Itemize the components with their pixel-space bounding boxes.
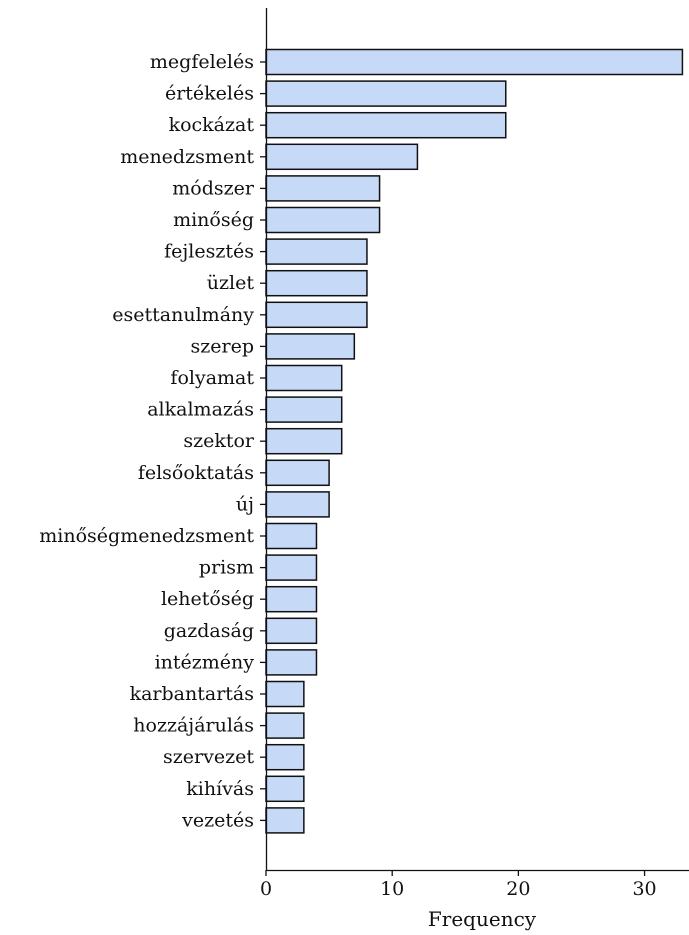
category-label: esettanulmány [112, 304, 254, 326]
category-label: módszer [172, 177, 255, 199]
bar [265, 111, 507, 139]
bar [265, 427, 343, 455]
bar [265, 617, 318, 645]
x-tick-label: 10 [380, 878, 404, 900]
x-tick-label: 30 [632, 878, 656, 900]
bar [265, 301, 368, 329]
category-label: szervezet [163, 746, 254, 768]
category-label: karbantartás [130, 683, 254, 705]
bar [265, 48, 684, 76]
category-label: megfelelés [150, 51, 254, 73]
bar [265, 649, 318, 676]
category-label: folyamat [170, 367, 254, 389]
category-label: új [236, 493, 254, 515]
category-labels: megfelelés értékelés kockázat menedzsment mó… [39, 51, 266, 831]
category-label: intézmény [155, 651, 255, 673]
category-label: értékelés [165, 83, 254, 105]
category-label: prism [199, 557, 254, 579]
bar [265, 459, 330, 487]
bar [265, 364, 343, 392]
category-label: szektor [183, 430, 255, 452]
bar [265, 712, 305, 739]
bars-group [265, 48, 684, 834]
bar [265, 680, 305, 708]
bar [265, 522, 318, 550]
bar [265, 80, 507, 107]
category-label: szerep [191, 335, 255, 357]
category-label: hozzájárulás [133, 715, 254, 737]
bar [265, 775, 305, 803]
category-label: kockázat [169, 114, 255, 136]
bar [265, 143, 419, 171]
category-label: lehetőség [161, 588, 254, 610]
category-label: kihívás [186, 778, 254, 800]
category-label: minőség [173, 209, 254, 231]
bar [265, 238, 368, 265]
category-label: fejlesztés [164, 241, 254, 263]
category-label: felsőoktatás [138, 462, 254, 484]
bar [265, 206, 381, 234]
axes [265, 8, 689, 872]
category-label: vezetés [181, 809, 254, 831]
category-label: üzlet [207, 272, 255, 294]
category-label: alkalmazás [147, 399, 254, 421]
bar [265, 743, 305, 771]
x-axis-label: Frequency [428, 907, 537, 931]
bar [265, 175, 381, 202]
category-label: minőségmenedzsment [39, 525, 254, 547]
category-label: menedzsment [120, 146, 254, 168]
bar [265, 333, 356, 360]
bar [265, 585, 318, 613]
bar [265, 396, 343, 423]
bar [265, 491, 330, 518]
bar [265, 807, 305, 834]
bar [265, 554, 318, 581]
x-tick-label: 20 [506, 878, 530, 900]
category-label: gazdaság [164, 620, 254, 642]
bar [265, 269, 368, 297]
x-ticks: 0 10 20 30 [260, 870, 657, 900]
x-tick-label: 0 [260, 878, 272, 900]
